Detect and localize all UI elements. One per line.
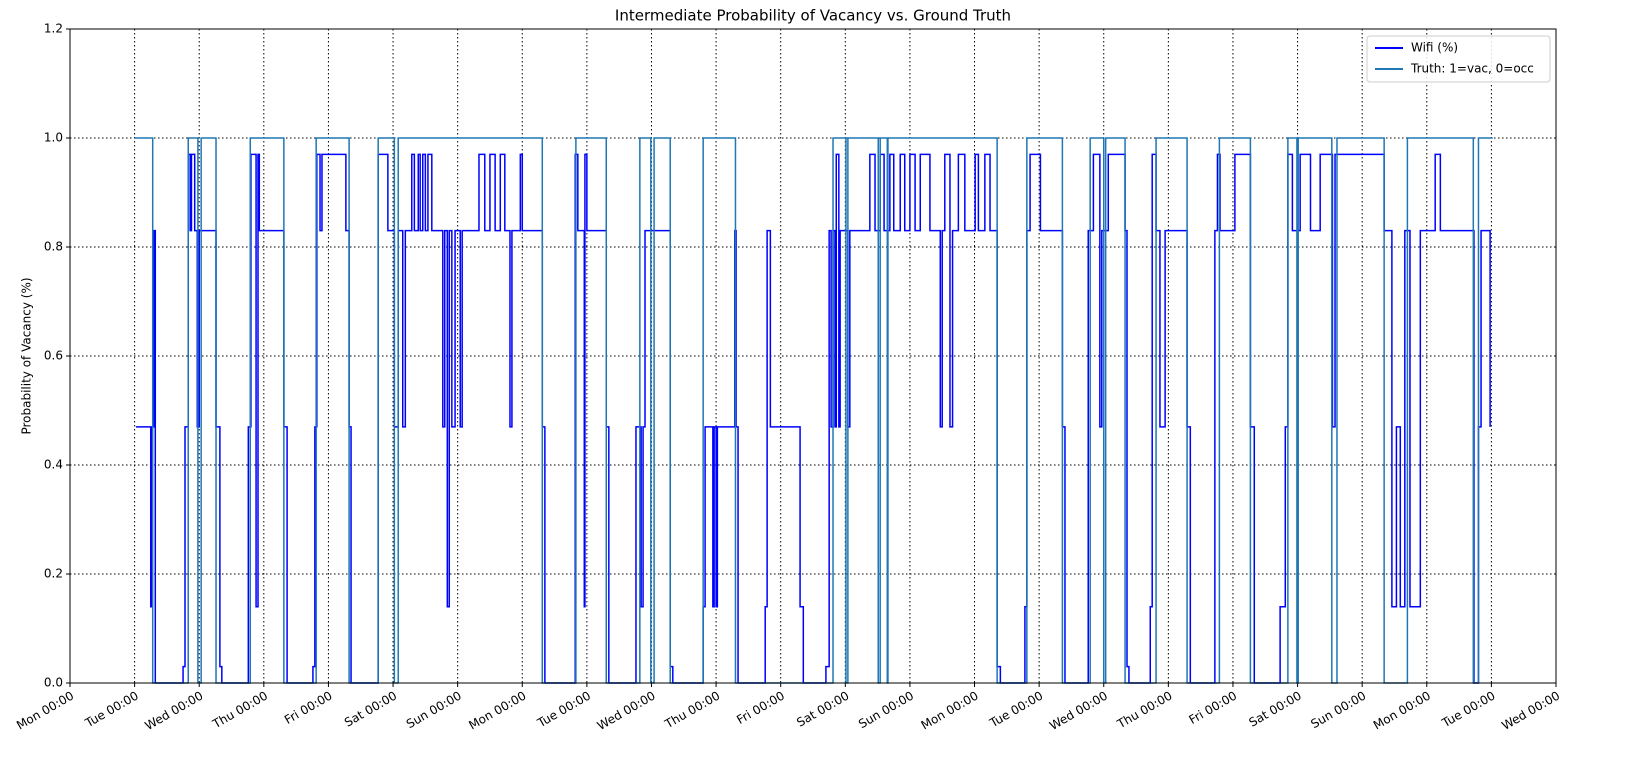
chart-title: Intermediate Probability of Vacancy vs. …	[615, 7, 1011, 25]
x-tick-label: Wed 00:00	[595, 689, 658, 733]
y-axis-label: Probability of Vacancy (%)	[20, 277, 34, 434]
x-tick-label: Wed 00:00	[143, 689, 206, 733]
y-tick-label: 1.2	[44, 22, 63, 36]
x-tick-label: Tue 00:00	[534, 689, 593, 731]
x-tick-label: Sat 00:00	[342, 689, 399, 730]
x-tick-label: Fri 00:00	[1187, 689, 1240, 727]
y-tick-label: 1.0	[44, 131, 63, 145]
x-tick-label: Sat 00:00	[794, 689, 851, 730]
x-tick-label: Mon 00:00	[14, 689, 76, 733]
x-tick-label: Thu 00:00	[662, 689, 723, 732]
y-tick-label: 0.6	[44, 349, 63, 363]
plot-frame	[69, 28, 1557, 684]
x-tick-label: Thu 00:00	[1114, 689, 1175, 732]
x-tick-label: Fri 00:00	[282, 689, 335, 727]
x-tick-label: Sun 00:00	[856, 689, 916, 732]
y-tick-label: 0.4	[44, 458, 63, 472]
x-tick-label: Mon 00:00	[466, 689, 528, 733]
x-tick-label: Tue 00:00	[987, 689, 1046, 731]
legend-label: Wifi (%)	[1411, 41, 1458, 55]
x-tick-label: Thu 00:00	[209, 689, 270, 732]
y-tick-label: 0.2	[44, 567, 63, 581]
y-tick-label: 0.0	[44, 676, 63, 690]
series-line	[135, 153, 1491, 684]
series-line	[134, 137, 1493, 684]
x-tick-label: Mon 00:00	[919, 689, 981, 733]
x-tick-label: Tue 00:00	[82, 689, 141, 731]
x-tick-label: Sat 00:00	[1247, 689, 1304, 730]
x-tick-label: Sun 00:00	[1308, 689, 1368, 732]
x-tick-label: Fri 00:00	[734, 689, 787, 727]
x-tick-label: Wed 00:00	[1047, 689, 1110, 733]
x-tick-label: Wed 00:00	[1499, 689, 1562, 733]
legend-box	[1366, 35, 1551, 83]
legend: Wifi (%) Truth: 1=vac, 0=occ	[1366, 35, 1551, 83]
y-tick-label: 0.8	[44, 240, 63, 254]
legend-label: Truth: 1=vac, 0=occ	[1410, 62, 1534, 76]
x-tick-label: Tue 00:00	[1439, 689, 1498, 731]
x-tick-label: Sun 00:00	[404, 689, 464, 732]
x-tick-label: Mon 00:00	[1371, 689, 1433, 733]
